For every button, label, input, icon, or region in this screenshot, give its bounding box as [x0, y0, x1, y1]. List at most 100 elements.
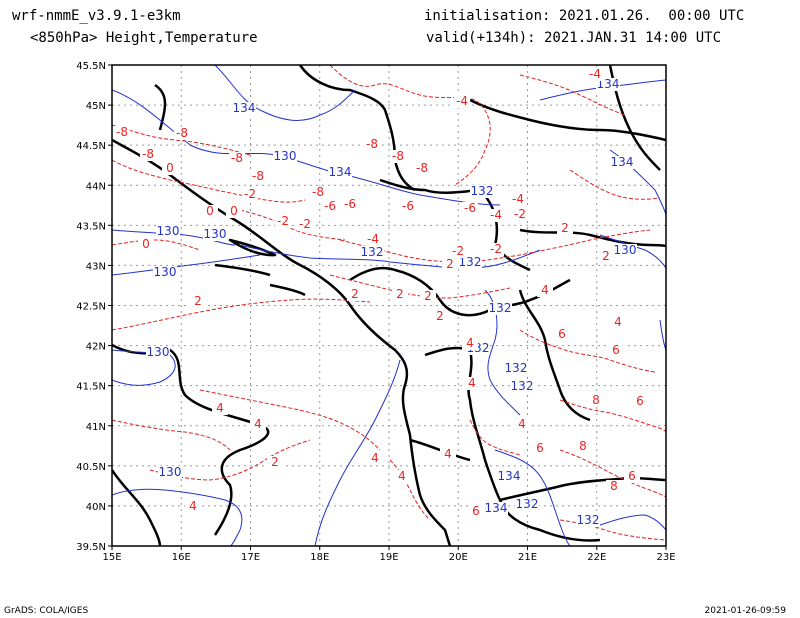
height-contour-label: 134	[498, 469, 521, 483]
temperature-contour-label: 0	[142, 237, 150, 251]
height-contour-label: 134	[611, 155, 634, 169]
border-romania	[519, 228, 666, 248]
latitude-labels: 45.5N 45N 44.5N 44N 43.5N 43N 42.5N 42N 41.5N 41N…	[76, 61, 106, 553]
height-label-bg	[610, 156, 634, 169]
temperature-contour-label: -6	[464, 201, 476, 215]
temperature-contour-label: -8	[312, 185, 324, 199]
temperature-contour-label: 4	[254, 417, 262, 431]
temperature-contour-label: 2	[446, 257, 454, 271]
lat-tick-label: 41.5N	[76, 382, 106, 393]
temp-label-bg	[367, 452, 383, 465]
height-label-bg	[613, 244, 637, 257]
lon-tick-label: 19E	[379, 552, 398, 563]
temperature-contour-label: -4	[490, 208, 502, 222]
temp-label-bg	[450, 245, 466, 258]
temperature-contour-label: 4	[189, 499, 197, 513]
height-contour-label: 130	[147, 345, 170, 359]
temperature-contour-label: -8	[116, 125, 128, 139]
temp-label-bg	[347, 288, 363, 301]
temperature-contour-label: 0	[230, 204, 238, 218]
lat-tick-label: 40.5N	[76, 462, 106, 473]
temp-label-bg	[140, 148, 156, 161]
temperature-contour-label: -4	[456, 94, 468, 108]
height-contour-label: 130	[614, 243, 637, 257]
lon-tick-label: 20E	[449, 552, 468, 563]
temp-label-bg	[606, 480, 622, 493]
island-1	[228, 238, 277, 257]
temp-label-bg	[624, 470, 640, 483]
height-label-bg	[203, 228, 227, 241]
temp-label-bg	[575, 440, 591, 453]
temp-label-bg	[462, 337, 478, 350]
temperature-contour-label: 4	[398, 469, 406, 483]
temperature-contour-label: 8	[592, 393, 600, 407]
field-title: <850hPa> Height,Temperature	[30, 30, 258, 46]
temperature-contour-label: 2	[561, 221, 569, 235]
temperature-contour-label: 6	[472, 504, 480, 518]
temp-label-bg	[512, 208, 528, 221]
height-label-bg	[484, 502, 508, 515]
temperature-contour-label: -6	[402, 199, 414, 213]
height-contour-label: 130	[274, 149, 297, 163]
height-label-bg	[596, 78, 620, 91]
italy-heel	[112, 469, 162, 546]
temperature-contour-label: 4	[371, 451, 379, 465]
lat-tick-label: 42.5N	[76, 302, 106, 313]
temperature-contour-label: 4	[541, 283, 549, 297]
lat-tick-label: 44.5N	[76, 141, 106, 152]
temperature-contour-label: 2	[396, 287, 404, 301]
lat-tick-label: 40N	[86, 502, 106, 513]
temperature-contour-labels: -4-4-4-8 -8-8 -8-8-8-8-8-8-6-6 -6-6-4-4 -2-2…	[114, 67, 648, 518]
temperature-contour-label: 6	[628, 469, 636, 483]
border-montenegro	[349, 266, 442, 301]
height-label-bg	[504, 362, 528, 375]
temp-label-bg	[462, 202, 478, 215]
temp-label-bg	[202, 205, 218, 218]
temperature-contour-label: -4	[589, 67, 601, 81]
temperature-contour-label: 6	[636, 394, 644, 408]
height-contour-label: 134	[329, 165, 352, 179]
longitude-labels: 15E 16E 17E 18E 19E 20E 21E 22E 23E	[102, 552, 675, 563]
temperature-contour-label: 2	[271, 455, 279, 469]
height-contour-label: 132	[516, 497, 539, 511]
temperature-contour-label: 2	[436, 309, 444, 323]
temperature-contour-label: -2	[277, 214, 289, 228]
lat-tick-label: 45.5N	[76, 61, 106, 72]
height-contour-label: 132	[471, 184, 494, 198]
temp-label-bg	[557, 222, 573, 235]
valid-time: valid(+134h): 2021.JAN.31 14:00 UTC	[426, 30, 722, 46]
temp-label-bg	[322, 200, 338, 213]
temp-label-bg	[394, 470, 410, 483]
height-contour-label: 130	[157, 224, 180, 238]
temperature-contour-label: 4	[216, 401, 224, 415]
temperature-contour-label: -8	[252, 169, 264, 183]
height-contour-labels: 134 130 134 134 132 130 130 132 132 130 130 132 132 1…	[146, 77, 637, 527]
lon-tick-label: 17E	[241, 552, 260, 563]
temperature-contour-label: -8	[231, 151, 243, 165]
lon-tick-label: 18E	[310, 552, 329, 563]
temperature-contour-label: 8	[579, 439, 587, 453]
temp-label-bg	[392, 288, 408, 301]
temp-label-bg	[212, 402, 228, 415]
temp-label-bg	[185, 500, 201, 513]
temp-label-bg	[364, 138, 380, 151]
temp-label-bg	[537, 284, 553, 297]
temperature-contour-label: 0	[166, 161, 174, 175]
temperature-contour-label: 4	[614, 315, 622, 329]
temperature-contour-label: 6	[612, 343, 620, 357]
height-label-bg	[515, 498, 539, 511]
temp-label-bg	[342, 198, 358, 211]
height-label-bg	[470, 185, 494, 198]
temperature-contour-label: -2	[514, 207, 526, 221]
height-label-bg	[328, 166, 352, 179]
temp-label-bg	[632, 395, 648, 408]
temperature-contour-label: 0	[206, 204, 214, 218]
initialisation-time: initialisation: 2021.01.26. 00:00 UTC	[424, 8, 745, 24]
border-north	[154, 65, 416, 192]
height-contour-label: 134	[233, 101, 256, 115]
border-albania-macedonia	[424, 346, 502, 501]
lat-tick-label: 39.5N	[76, 542, 106, 553]
height-label-bg	[158, 466, 182, 479]
height-contour-label: 132	[577, 513, 600, 527]
border-sava	[379, 178, 481, 194]
